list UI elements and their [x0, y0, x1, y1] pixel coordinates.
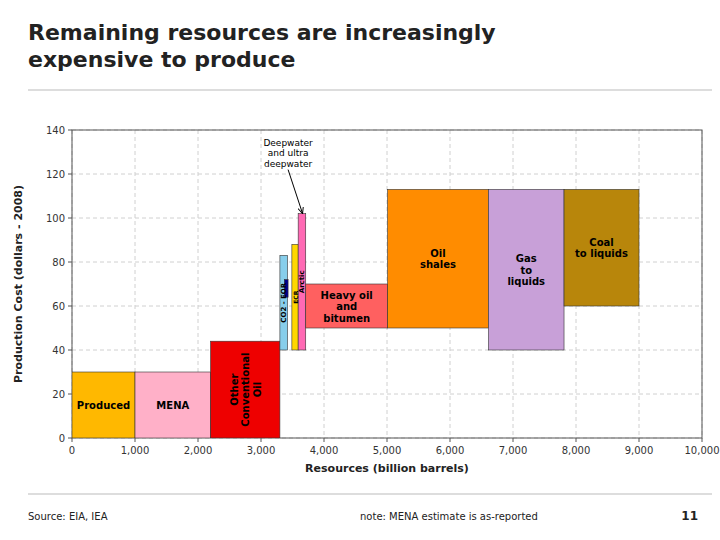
- tick: [68, 438, 72, 439]
- tick: [68, 262, 72, 263]
- tick: [72, 438, 73, 442]
- cost-block: [292, 244, 298, 350]
- tick: [198, 438, 199, 442]
- cost-block: [564, 189, 639, 306]
- tick-label: 5,000: [373, 445, 402, 456]
- tick-label: 60: [52, 301, 65, 312]
- grid: [72, 130, 702, 438]
- tick: [387, 438, 388, 442]
- tick: [68, 350, 72, 351]
- grid-line: [72, 174, 702, 175]
- chart: Remaining resources are increasinglyexpe…: [0, 0, 720, 540]
- tick-label: 7,000: [499, 445, 528, 456]
- tick: [68, 394, 72, 395]
- block-label: Produced: [77, 400, 130, 411]
- source: Source: EIA, IEA: [28, 511, 108, 522]
- marks: [72, 189, 639, 438]
- note: note: MENA estimate is as-reported: [360, 511, 538, 522]
- tick-label: 1,000: [121, 445, 150, 456]
- tick-label: 6,000: [436, 445, 465, 456]
- annotation-arrow: [288, 170, 302, 214]
- block-label: Heavy oilandbitumen: [321, 289, 373, 323]
- annotations: Deepwaterand ultradeepwater: [263, 138, 313, 214]
- tick: [450, 438, 451, 442]
- tick: [135, 438, 136, 442]
- block-label: Gastoliquids: [507, 253, 545, 287]
- tick: [68, 174, 72, 175]
- cost-block: [135, 372, 211, 438]
- tick-label: 140: [46, 125, 65, 136]
- tick-label: 0: [59, 433, 65, 444]
- block-label: CO2 - EOR: [280, 282, 288, 322]
- tick-label: 9,000: [625, 445, 654, 456]
- page-number: 11: [681, 509, 698, 523]
- cost-block: [280, 255, 288, 350]
- cost-block: [211, 341, 280, 438]
- tick-label: 120: [46, 169, 65, 180]
- tick: [702, 438, 703, 442]
- block-label: OtherConventionalOil: [228, 353, 262, 427]
- tick-label: 100: [46, 213, 65, 224]
- tick: [639, 438, 640, 442]
- tick: [68, 218, 72, 219]
- tick: [68, 130, 72, 131]
- cost-block: [388, 189, 489, 328]
- background: [0, 0, 720, 540]
- block-label: Arctic: [298, 270, 306, 293]
- tick: [261, 438, 262, 442]
- block-label: MENA: [156, 400, 189, 411]
- tick: [324, 438, 325, 442]
- x-axis-label: Resources (billion barrels): [305, 462, 469, 475]
- tick-label: 10,000: [685, 445, 720, 456]
- block-label: Oilshales: [420, 247, 456, 270]
- mark-labels: Produced MENA OtherConventionalOil CO2 - EO…: [77, 236, 628, 426]
- tick: [576, 438, 577, 442]
- cost-block: [298, 214, 306, 350]
- tick-label: 0: [69, 445, 75, 456]
- axes: 0 1,000 2,000 3,000 4,000 5,000 6,000 7,000 8,00…: [46, 125, 720, 457]
- cost-block: [72, 372, 135, 438]
- tick-label: 2,000: [184, 445, 213, 456]
- tick-label: 40: [52, 345, 65, 356]
- tick-label: 3,000: [247, 445, 276, 456]
- y-axis-label: Production Cost (dollars - 2008): [12, 185, 25, 383]
- grid-line: [72, 350, 702, 351]
- cost-block: [306, 284, 388, 328]
- tick: [68, 306, 72, 307]
- title: Remaining resources are increasinglyexpe…: [28, 20, 496, 72]
- footer-separator: [28, 494, 712, 495]
- tick-label: 4,000: [310, 445, 339, 456]
- block-label: Coalto liquids: [575, 236, 628, 259]
- tick: [513, 438, 514, 442]
- tick-label: 20: [52, 389, 65, 400]
- tick-label: 80: [52, 257, 65, 268]
- separator: [28, 90, 712, 91]
- plot-frame: [72, 130, 702, 438]
- cost-block: [488, 189, 564, 350]
- tick-label: 8,000: [562, 445, 591, 456]
- annotation-text: Deepwaterand ultradeepwater: [263, 138, 313, 169]
